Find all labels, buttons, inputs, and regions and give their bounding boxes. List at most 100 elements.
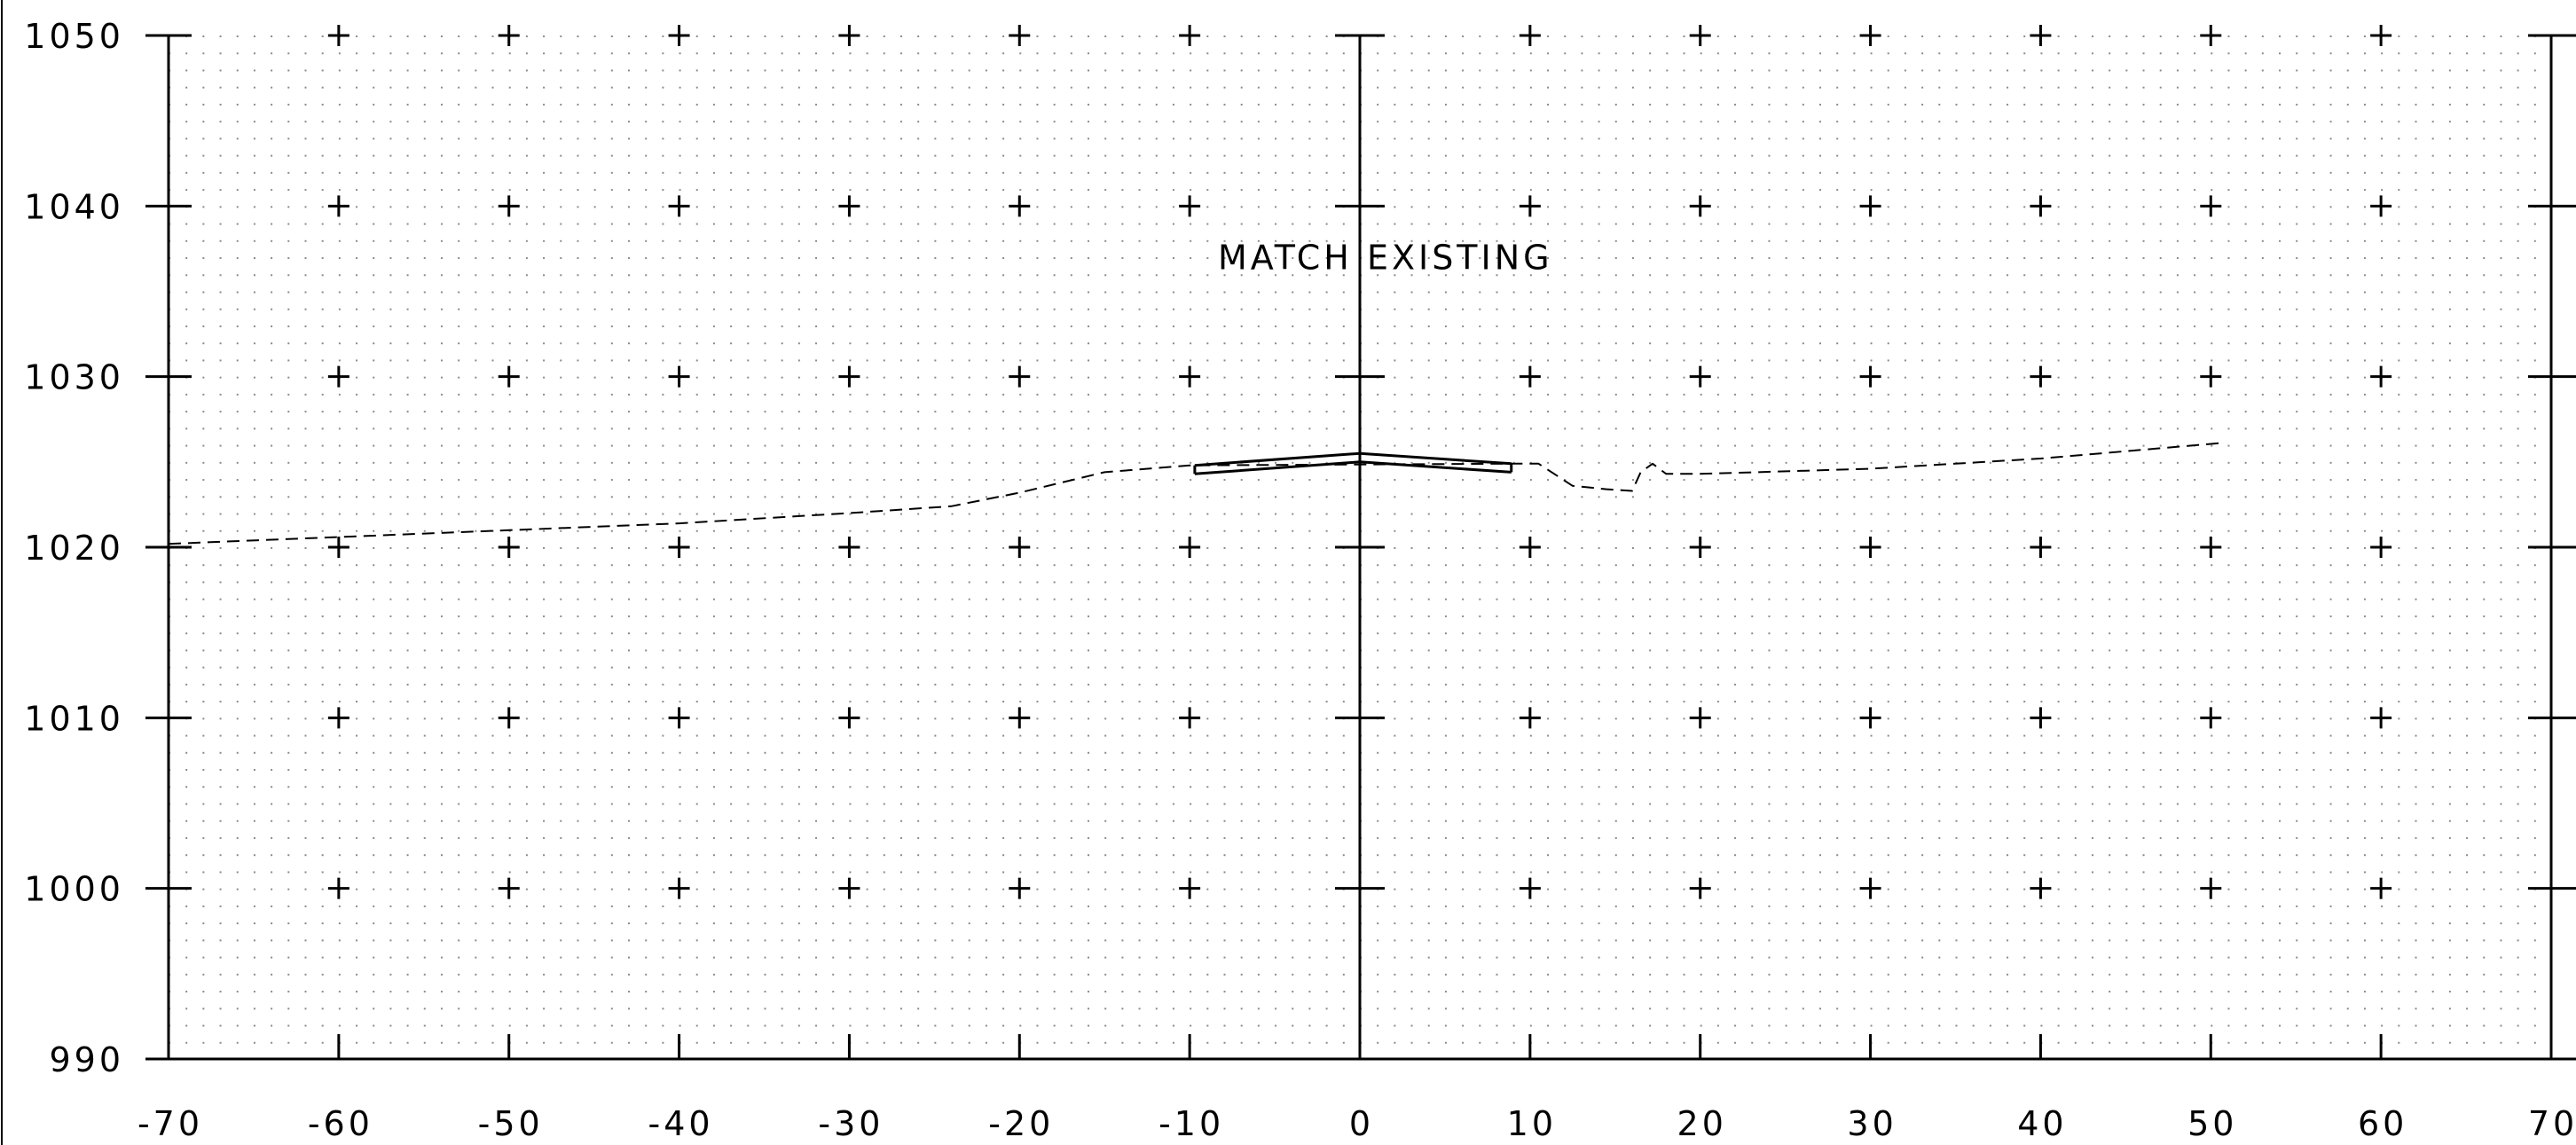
grid-cross-marker <box>2200 195 2222 217</box>
grid-cross-marker <box>1519 25 1541 46</box>
grid-cross-marker <box>1859 195 1881 217</box>
grid-cross-marker <box>1519 537 1541 558</box>
grid-cross-marker <box>1009 195 1031 217</box>
grid-cross-marker <box>2370 365 2392 388</box>
grid-cross-marker <box>2200 365 2222 388</box>
existing-ground-line <box>168 442 2219 545</box>
grid-cross-marker <box>2030 537 2052 558</box>
grid-cross-marker <box>1009 707 1031 729</box>
x-tick-label: -20 <box>988 1104 1054 1143</box>
grid-cross-marker <box>2370 537 2392 558</box>
grid-cross-marker <box>498 195 520 217</box>
grid-cross-marker <box>2370 195 2392 217</box>
grid-cross-marker <box>838 25 860 46</box>
y-tick-label: 990 <box>49 1040 124 1079</box>
grid-cross-marker <box>1859 25 1881 46</box>
y-tick-label: 1040 <box>24 187 124 226</box>
grid-cross-marker <box>1519 365 1541 388</box>
x-tick-label: 50 <box>2187 1104 2237 1143</box>
grid-cross-marker <box>1689 537 1711 558</box>
grid-cross-marker <box>498 365 520 388</box>
y-tick-label: 1020 <box>24 529 124 568</box>
grid-cross-marker <box>2030 877 2052 899</box>
grid-cross-marker <box>1179 877 1201 899</box>
grid-cross-marker <box>1859 537 1881 558</box>
x-tick-label: -30 <box>818 1104 884 1143</box>
x-tick-label: 40 <box>2017 1104 2067 1143</box>
x-tick-label: 0 <box>1349 1104 1374 1143</box>
grid-cross-marker <box>2200 537 2222 558</box>
grid-cross-marker <box>1519 195 1541 217</box>
grid-cross-marker <box>1689 877 1711 899</box>
grid-cross-marker <box>1689 365 1711 388</box>
grid-cross-marker <box>2030 25 2052 46</box>
grid-cross-marker <box>2370 25 2392 46</box>
grid-cross-marker <box>838 537 860 558</box>
pavement-bottom-line <box>1194 460 1512 475</box>
grid-cross-marker <box>668 707 690 729</box>
grid-cross-marker <box>1179 365 1201 388</box>
x-tick-label: 20 <box>1677 1104 1727 1143</box>
grid-cross-marker <box>1519 877 1541 899</box>
grid-cross-marker <box>1519 707 1541 729</box>
grid-cross-marker <box>838 365 860 388</box>
grid-cross-marker <box>1179 25 1201 46</box>
grid-cross-marker <box>2030 365 2052 388</box>
x-tick-label: 30 <box>1847 1104 1897 1143</box>
grid-cross-marker <box>1009 877 1031 899</box>
grid-cross-marker <box>1859 877 1881 899</box>
y-tick-label: 1050 <box>24 17 124 56</box>
grid-cross-marker <box>327 365 349 388</box>
grid-cross-marker <box>327 707 349 729</box>
x-tick-label: 60 <box>2358 1104 2407 1143</box>
grid-cross-marker <box>2200 877 2222 899</box>
grid-cross-marker <box>1009 537 1031 558</box>
grid-cross-marker <box>668 537 690 558</box>
grid-cross-marker <box>2370 877 2392 899</box>
grid-cross-marker <box>1859 365 1881 388</box>
grid-cross-marker <box>1859 707 1881 729</box>
grid-cross-marker <box>838 195 860 217</box>
y-tick-label: 1030 <box>24 358 124 397</box>
x-tick-label: -60 <box>308 1104 373 1143</box>
grid-cross-marker <box>668 25 690 46</box>
grid-cross-marker <box>1009 25 1031 46</box>
grid-cross-marker <box>327 877 349 899</box>
pavement-top-line <box>1194 451 1512 467</box>
grid-cross-marker <box>498 25 520 46</box>
y-tick-label: 1000 <box>24 870 124 909</box>
grid-cross-marker <box>838 877 860 899</box>
grid-cross-marker <box>2200 707 2222 729</box>
match-existing-label: MATCH EXISTING <box>1218 238 1553 277</box>
grid-cross-marker <box>838 707 860 729</box>
grid-cross-marker <box>2200 25 2222 46</box>
grid-cross-marker <box>1009 365 1031 388</box>
grid-cross-marker <box>2370 707 2392 729</box>
grid-cross-marker <box>1179 195 1201 217</box>
grid-cross-marker <box>1179 537 1201 558</box>
x-tick-label: 10 <box>1507 1104 1557 1143</box>
grid-cross-marker <box>327 537 349 558</box>
x-tick-label: -50 <box>478 1104 544 1143</box>
y-tick-label: 1010 <box>24 699 124 738</box>
grid-cross-marker <box>498 877 520 899</box>
grid-cross-marker <box>668 365 690 388</box>
grid-cross-marker <box>1179 707 1201 729</box>
grid-cross-marker <box>498 537 520 558</box>
grid-cross-marker <box>327 25 349 46</box>
grid-cross-marker <box>1689 25 1711 46</box>
grid-cross-marker <box>2030 707 2052 729</box>
grid-cross-marker <box>668 877 690 899</box>
grid-cross-marker <box>498 707 520 729</box>
grid-cross-marker <box>668 195 690 217</box>
x-tick-label: 70 <box>2528 1104 2576 1143</box>
x-tick-label: -40 <box>648 1104 714 1143</box>
x-tick-label: -70 <box>137 1104 203 1143</box>
grid-cross-marker <box>2030 195 2052 217</box>
grid-cross-marker <box>327 195 349 217</box>
grid-cross-marker <box>1689 707 1711 729</box>
grid-cross-marker <box>1689 195 1711 217</box>
x-tick-label: -10 <box>1158 1104 1224 1143</box>
